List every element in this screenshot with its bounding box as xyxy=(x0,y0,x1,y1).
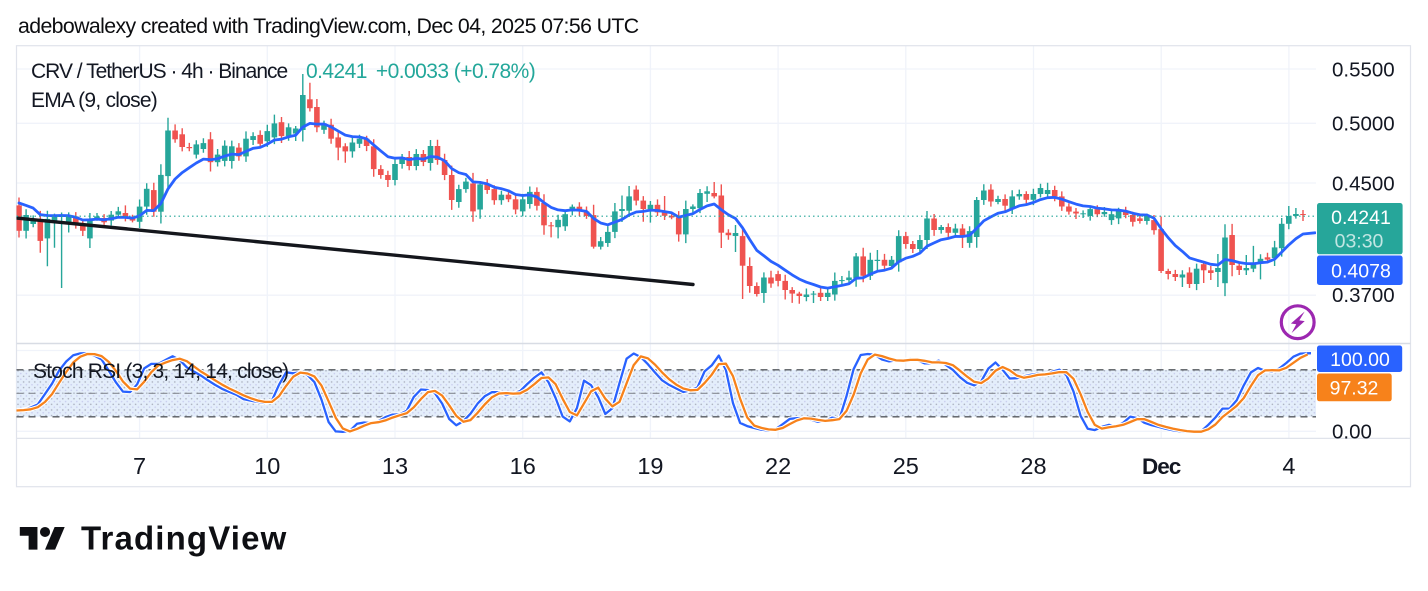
svg-text:22: 22 xyxy=(765,453,791,479)
svg-text:13: 13 xyxy=(382,453,408,479)
svg-text:0.5000: 0.5000 xyxy=(1332,113,1395,136)
svg-text:EMA (9, close): EMA (9, close) xyxy=(31,89,157,112)
svg-text:0.4500: 0.4500 xyxy=(1332,172,1395,195)
svg-text:25: 25 xyxy=(893,453,919,479)
svg-text:Dec: Dec xyxy=(1142,454,1181,479)
svg-text:CRV / TetherUS · 4h · Binance: CRV / TetherUS · 4h · Binance xyxy=(31,60,288,83)
svg-text:TradingView: TradingView xyxy=(81,520,287,557)
svg-text:0.4241 +0.0033 (+0.78%): 0.4241 +0.0033 (+0.78%) xyxy=(306,60,535,83)
svg-text:Stoch RSI (3, 3, 14, 14, close: Stoch RSI (3, 3, 14, 14, close) xyxy=(33,360,288,383)
svg-text:100.00: 100.00 xyxy=(1330,349,1390,371)
svg-text:97.32: 97.32 xyxy=(1330,378,1379,400)
svg-text:16: 16 xyxy=(510,453,536,479)
svg-text:28: 28 xyxy=(1020,453,1046,479)
svg-text:0.5500: 0.5500 xyxy=(1332,58,1395,81)
svg-text:0.3700: 0.3700 xyxy=(1332,284,1395,307)
svg-text:0.4078: 0.4078 xyxy=(1331,261,1391,283)
svg-text:10: 10 xyxy=(254,453,280,479)
svg-text:19: 19 xyxy=(637,453,663,479)
svg-text:0.4241: 0.4241 xyxy=(1331,207,1391,229)
svg-text:4: 4 xyxy=(1282,453,1295,479)
svg-text:7: 7 xyxy=(133,453,146,479)
svg-text:03:30: 03:30 xyxy=(1335,231,1384,253)
svg-text:0.00: 0.00 xyxy=(1332,420,1372,443)
svg-text:adebowalexy created with Tradi: adebowalexy created with TradingView.com… xyxy=(18,14,639,38)
